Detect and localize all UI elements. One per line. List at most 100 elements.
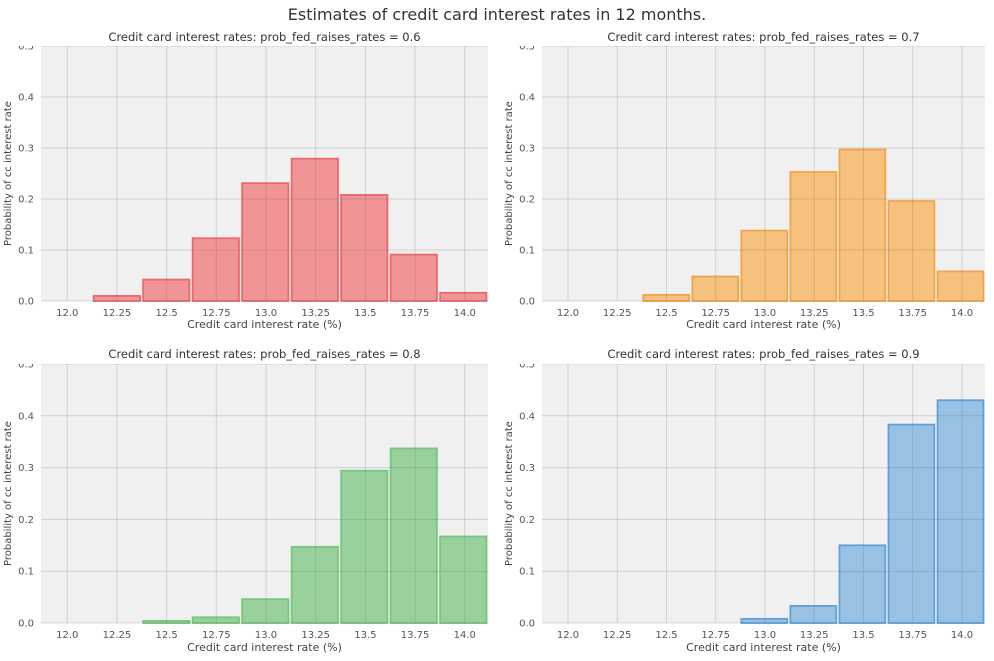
histogram-chart-0-7: 12.0 12.25 12.5 12.75 13.0 13.25 13.5 13.75 14.0…: [519, 46, 985, 319]
y-tick-label: 0.4: [519, 411, 535, 422]
x-tick-label: 13.25: [301, 630, 330, 641]
histogram-bar: [838, 544, 887, 624]
histogram-bar: [241, 598, 290, 624]
histogram-bar: [290, 157, 339, 302]
y-tick-label: 0.5: [18, 364, 34, 371]
x-tick-label: 13.75: [898, 630, 927, 641]
x-tick-label: 14.0: [951, 630, 973, 641]
x-tick-label: 14.0: [454, 630, 476, 641]
histogram-bar: [740, 229, 789, 302]
histogram-bar: [789, 605, 838, 624]
subplot-prob-0-8: Credit card interest rates: prob_fed_rai…: [0, 345, 497, 661]
x-tick-label: 12.25: [603, 308, 632, 319]
subplot-prob-0-6: Credit card interest rates: prob_fed_rai…: [0, 28, 497, 335]
x-tick-label: 13.75: [898, 308, 927, 319]
x-tick-label: 13.5: [852, 308, 874, 319]
x-tick-label: 12.0: [56, 308, 78, 319]
x-tick-label: 12.75: [202, 308, 231, 319]
y-tick-label: 0.3: [519, 463, 535, 474]
x-tick-label: 13.0: [754, 630, 776, 641]
histogram-chart-0-8: 12.0 12.25 12.5 12.75 13.0 13.25 13.5 13.75 14.0…: [18, 364, 488, 641]
y-tick-label: 0.1: [519, 567, 535, 578]
y-tick-label: 0.5: [18, 46, 34, 53]
histogram-bar: [142, 278, 191, 302]
histogram-bar: [241, 182, 290, 302]
x-tick-label: 12.75: [701, 308, 730, 319]
histogram-bar: [389, 253, 438, 302]
y-tick-label: 0.4: [18, 93, 34, 104]
x-tick-label: 13.75: [401, 630, 430, 641]
x-tick-label: 13.25: [800, 308, 829, 319]
x-axis-label: Credit card interest rate (%): [686, 318, 841, 331]
y-tick-label: 0.3: [18, 463, 34, 474]
histogram-bar: [340, 194, 389, 302]
histogram-bar: [887, 200, 936, 302]
y-tick-label: 0.0: [18, 297, 34, 308]
histogram-bar: [838, 148, 887, 302]
x-tick-label: 14.0: [454, 308, 476, 319]
x-axis-label: Credit card interest rate (%): [187, 641, 342, 654]
subplot-title: Credit card interest rates: prob_fed_rai…: [108, 347, 421, 361]
y-tick-label: 0.1: [18, 567, 34, 578]
x-tick-label: 12.75: [202, 630, 231, 641]
y-tick-label: 0.2: [18, 515, 34, 526]
x-tick-label: 12.5: [655, 630, 677, 641]
subplot-title: Credit card interest rates: prob_fed_rai…: [607, 347, 920, 361]
x-tick-label: 13.25: [301, 308, 330, 319]
x-tick-label: 13.5: [852, 630, 874, 641]
histogram-bar: [92, 294, 141, 302]
histogram-bar: [191, 616, 240, 624]
x-axis-label: Credit card interest rate (%): [187, 318, 342, 331]
histogram-bar: [290, 545, 339, 624]
x-tick-label: 14.0: [951, 308, 973, 319]
histogram-bar: [389, 447, 438, 624]
subplot-prob-0-9: Credit card interest rates: prob_fed_rai…: [497, 345, 994, 661]
histogram-bar: [439, 535, 488, 624]
y-tick-label: 0.1: [519, 246, 535, 257]
x-tick-label: 13.5: [354, 630, 376, 641]
histogram-bar: [340, 469, 389, 624]
y-tick-label: 0.2: [519, 195, 535, 206]
histogram-bar: [642, 293, 691, 302]
x-axis-label: Credit card interest rate (%): [686, 641, 841, 654]
y-tick-label: 0.2: [519, 515, 535, 526]
x-tick-label: 12.25: [603, 630, 632, 641]
x-tick-label: 12.75: [701, 630, 730, 641]
subplot-prob-0-7: Credit card interest rates: prob_fed_rai…: [497, 28, 994, 335]
histogram-bar: [439, 291, 488, 302]
y-tick-label: 0.2: [18, 195, 34, 206]
y-tick-label: 0.4: [18, 411, 34, 422]
y-tick-label: 0.5: [519, 46, 535, 53]
histogram-chart-0-9: 12.0 12.25 12.5 12.75 13.0 13.25 13.5 13.75 14.0…: [519, 364, 985, 641]
x-tick-label: 12.0: [557, 630, 579, 641]
histogram-bar: [142, 620, 191, 624]
histogram-bar: [191, 237, 240, 302]
subplot-title: Credit card interest rates: prob_fed_rai…: [108, 30, 421, 44]
histogram-bar: [789, 171, 838, 302]
y-tick-label: 0.3: [18, 144, 34, 155]
histogram-bar: [691, 275, 740, 302]
x-tick-label: 13.25: [800, 630, 829, 641]
x-tick-label: 13.75: [401, 308, 430, 319]
x-tick-label: 12.25: [103, 308, 132, 319]
histogram-bar: [936, 399, 985, 624]
x-tick-label: 12.0: [56, 630, 78, 641]
x-tick-label: 12.5: [155, 308, 177, 319]
x-tick-label: 12.5: [655, 308, 677, 319]
subplot-title: Credit card interest rates: prob_fed_rai…: [607, 30, 920, 44]
y-tick-label: 0.0: [519, 619, 535, 630]
figure-title: Estimates of credit card interest rates …: [287, 5, 707, 24]
y-tick-label: 0.3: [519, 144, 535, 155]
x-tick-label: 12.5: [155, 630, 177, 641]
histogram-bar: [887, 423, 936, 624]
y-tick-label: 0.1: [18, 246, 34, 257]
x-tick-label: 13.0: [754, 308, 776, 319]
y-tick-label: 0.5: [519, 364, 535, 371]
x-tick-label: 12.0: [557, 308, 579, 319]
y-tick-label: 0.0: [519, 297, 535, 308]
histogram-chart-0-6: 12.0 12.25 12.5 12.75 13.0 13.25 13.5 13.75 14.0…: [18, 46, 488, 319]
x-tick-label: 12.25: [103, 630, 132, 641]
x-tick-label: 13.0: [255, 630, 277, 641]
x-tick-label: 13.0: [255, 308, 277, 319]
